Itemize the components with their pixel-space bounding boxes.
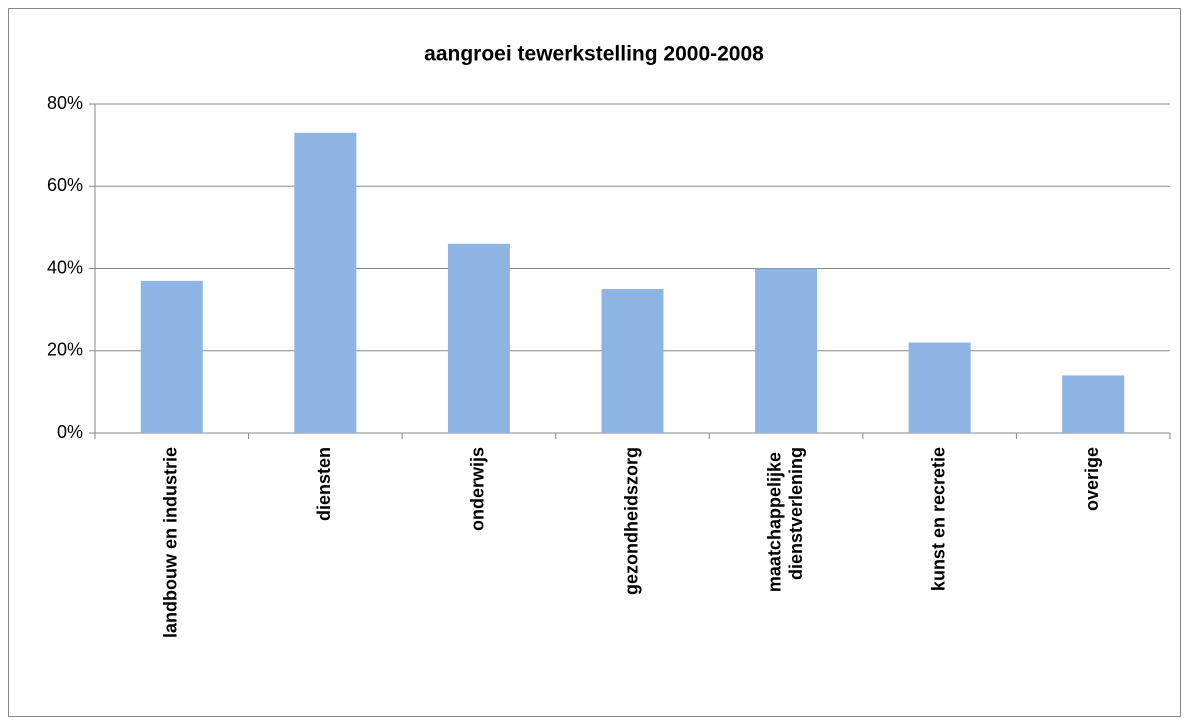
x-tick-label: landbouw en industrie	[161, 447, 181, 638]
bar	[447, 243, 510, 433]
chart-border	[8, 8, 1181, 717]
chart-title: aangroei tewerkstelling 2000-2008	[424, 43, 764, 66]
y-tick-label: 60%	[47, 175, 83, 195]
bar	[140, 280, 203, 433]
bar	[908, 342, 971, 433]
bar	[1062, 375, 1125, 433]
y-tick-label: 40%	[47, 257, 83, 277]
x-tick-label: overige	[1082, 447, 1102, 511]
x-tick-label: diensten	[314, 447, 334, 521]
bar	[601, 289, 664, 433]
bar	[755, 268, 818, 433]
x-tick-label: kunst en recretie	[928, 447, 948, 591]
x-tick-label: onderwijs	[468, 447, 488, 531]
x-tick-label: maatchappelijke dienstverlening	[764, 447, 806, 592]
x-tick-label: gezondheidszorg	[621, 447, 641, 595]
y-tick-label: 0%	[57, 422, 83, 442]
bar	[294, 132, 357, 433]
y-tick-label: 20%	[47, 340, 83, 360]
y-tick-label: 80%	[47, 93, 83, 113]
